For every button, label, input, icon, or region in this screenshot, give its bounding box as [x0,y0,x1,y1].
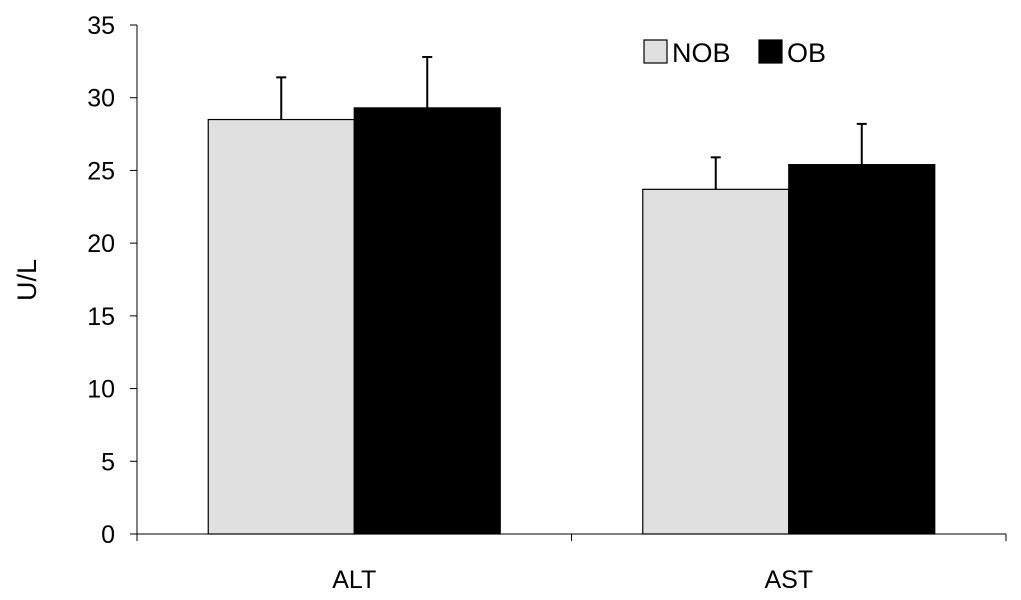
legend-swatch-nob [643,39,668,64]
y-axis-ticks [130,24,1007,541]
y-tick-label: 30 [87,85,115,113]
bar-ob-ast [788,164,936,535]
y-tick-label: 5 [101,448,115,476]
y-axis-tick-labels: 0 5 10 15 20 25 30 35 [87,12,115,549]
error-bars [276,55,867,190]
legend-label-ob: OB [787,38,826,68]
x-axis-category-labels: ALT AST [332,566,813,594]
bar-nob-alt [207,118,355,535]
legend-label-nob: NOB [672,38,731,68]
y-tick-label: 10 [87,376,115,404]
y-tick-label: 0 [101,521,115,549]
legend: NOB OB [643,38,826,68]
y-axis-title: U/L [12,259,42,301]
x-category-label: AST [764,566,813,594]
bar-ob-alt [353,107,501,535]
y-tick-label: 20 [87,230,115,258]
y-tick-label: 25 [87,157,115,185]
y-tick-label: 35 [87,12,115,40]
legend-swatch-ob [758,39,783,64]
x-category-label: ALT [332,566,376,594]
bars [207,107,936,535]
bar-nob-ast [642,188,790,535]
y-tick-label: 15 [87,303,115,331]
